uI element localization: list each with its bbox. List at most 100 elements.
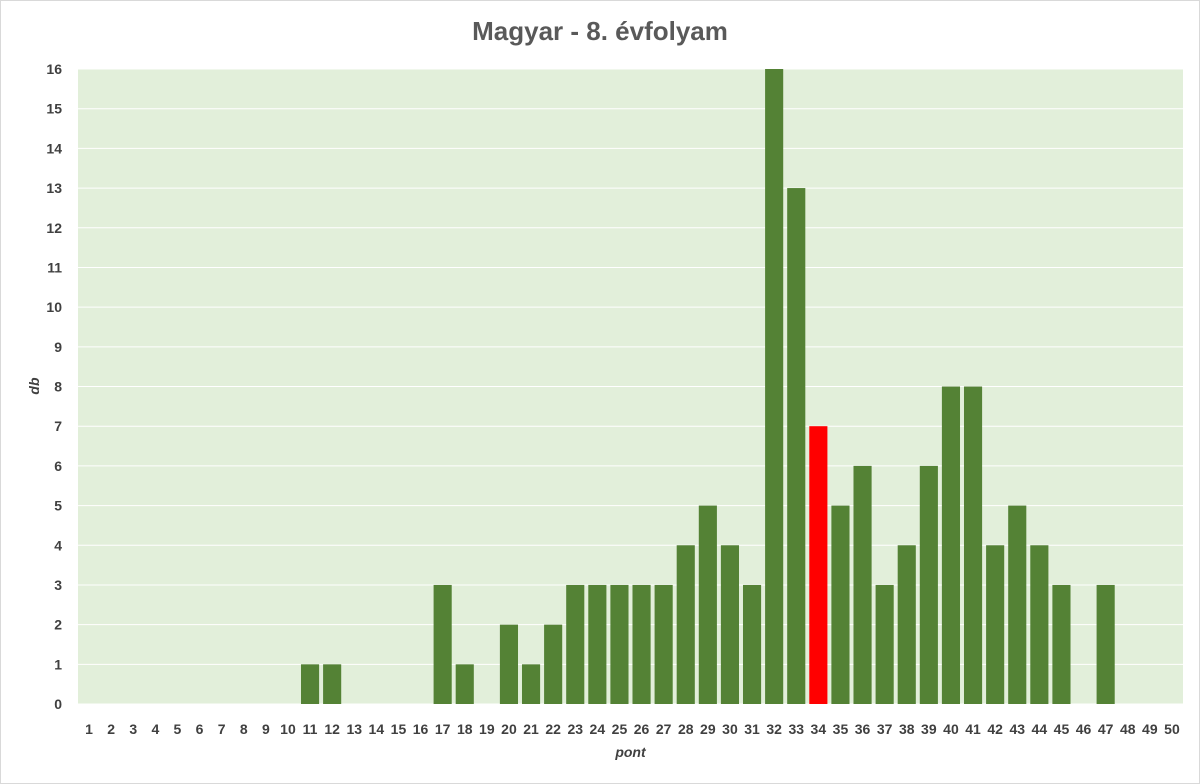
bar: [1008, 505, 1027, 704]
y-tick-label: 10: [46, 299, 62, 315]
x-tick-label: 2: [107, 721, 115, 737]
bar: [499, 624, 519, 704]
x-tick-label: 34: [811, 721, 827, 737]
y-tick-label: 15: [46, 101, 62, 117]
y-axis-title: db: [26, 377, 42, 395]
x-tick-label: 16: [413, 721, 429, 737]
y-tick-label: 3: [54, 577, 62, 593]
y-tick-label: 4: [54, 537, 62, 553]
x-tick-label: 29: [700, 721, 716, 737]
x-tick-label: 21: [523, 721, 539, 737]
x-tick-label: 25: [612, 721, 628, 737]
bar: [787, 188, 806, 704]
x-tick-label: 17: [435, 721, 451, 737]
x-tick-label: 1: [85, 721, 93, 737]
bar: [809, 426, 828, 704]
x-tick-label: 36: [855, 721, 871, 737]
x-tick-label: 45: [1054, 721, 1070, 737]
x-tick-label: 28: [678, 721, 694, 737]
bar: [300, 664, 320, 704]
x-tick-label: 15: [391, 721, 407, 737]
bar: [588, 584, 607, 704]
chart-title: Magyar - 8. évfolyam: [472, 16, 728, 46]
x-axis-title: pont: [615, 744, 646, 760]
x-tick-label: 41: [965, 721, 981, 737]
x-tick-label: 44: [1032, 721, 1048, 737]
y-tick-label: 0: [54, 696, 62, 712]
bar: [720, 545, 740, 704]
bar: [544, 624, 563, 704]
x-tick-label: 33: [788, 721, 804, 737]
bar: [742, 584, 762, 704]
bar: [1052, 584, 1071, 704]
x-tick-label: 10: [280, 721, 296, 737]
bar: [963, 386, 983, 704]
x-tick-label: 49: [1142, 721, 1158, 737]
bar: [698, 505, 717, 704]
bar: [654, 584, 673, 704]
x-tick-label: 19: [479, 721, 495, 737]
x-tick-label: 6: [196, 721, 204, 737]
y-tick-label: 16: [46, 61, 62, 77]
bar: [433, 584, 452, 704]
y-tick-label: 14: [46, 140, 62, 156]
bar: [765, 69, 784, 704]
x-tick-label: 11: [303, 721, 318, 737]
x-tick-label: 23: [567, 721, 583, 737]
x-tick-label: 46: [1076, 721, 1092, 737]
bar: [676, 545, 695, 704]
bar: [831, 505, 850, 704]
bar: [897, 545, 916, 704]
x-tick-label: 7: [218, 721, 226, 737]
x-tick-label: 14: [369, 721, 385, 737]
x-tick-label: 30: [722, 721, 738, 737]
x-tick-label: 18: [457, 721, 473, 737]
x-tick-label: 8: [240, 721, 248, 737]
x-tick-label: 5: [174, 721, 182, 737]
x-tick-label: 39: [921, 721, 937, 737]
x-tick-label: 12: [324, 721, 340, 737]
x-tick-label: 40: [943, 721, 959, 737]
x-tick-label: 20: [501, 721, 517, 737]
bar: [566, 584, 585, 704]
bar: [610, 584, 629, 704]
bar: [455, 664, 474, 704]
y-tick-label: 12: [46, 220, 62, 236]
y-tick-label: 6: [54, 458, 62, 474]
bar: [853, 465, 872, 704]
x-tick-label: 37: [877, 721, 893, 737]
x-tick-label: 27: [656, 721, 672, 737]
x-tick-label: 50: [1164, 721, 1180, 737]
bar: [632, 584, 651, 704]
x-tick-label: 48: [1120, 721, 1136, 737]
bar: [941, 386, 961, 704]
bar: [875, 584, 894, 704]
bar: [521, 664, 541, 704]
x-tick-label: 31: [744, 721, 760, 737]
bar: [986, 545, 1005, 704]
y-tick-label: 8: [54, 379, 62, 395]
bar: [919, 465, 938, 704]
x-tick-label: 38: [899, 721, 915, 737]
y-tick-label: 1: [54, 656, 62, 672]
x-tick-label: 13: [346, 721, 362, 737]
x-tick-label: 9: [262, 721, 270, 737]
y-tick-label: 13: [46, 180, 62, 196]
y-tick-label: 5: [54, 498, 62, 514]
y-tick-label: 9: [54, 339, 62, 355]
x-tick-label: 47: [1098, 721, 1114, 737]
x-tick-label: 32: [766, 721, 782, 737]
y-tick-label: 7: [54, 418, 62, 434]
x-tick-label: 43: [1009, 721, 1025, 737]
x-tick-label: 26: [634, 721, 650, 737]
y-tick-label: 11: [47, 259, 62, 275]
y-tick-label: 2: [54, 617, 62, 633]
x-tick-label: 4: [151, 721, 159, 737]
bar: [1030, 545, 1049, 704]
x-tick-label: 3: [129, 721, 137, 737]
x-tick-label: 22: [545, 721, 561, 737]
x-tick-label: 42: [987, 721, 1003, 737]
x-tick-label: 35: [833, 721, 849, 737]
bar: [1096, 584, 1115, 704]
